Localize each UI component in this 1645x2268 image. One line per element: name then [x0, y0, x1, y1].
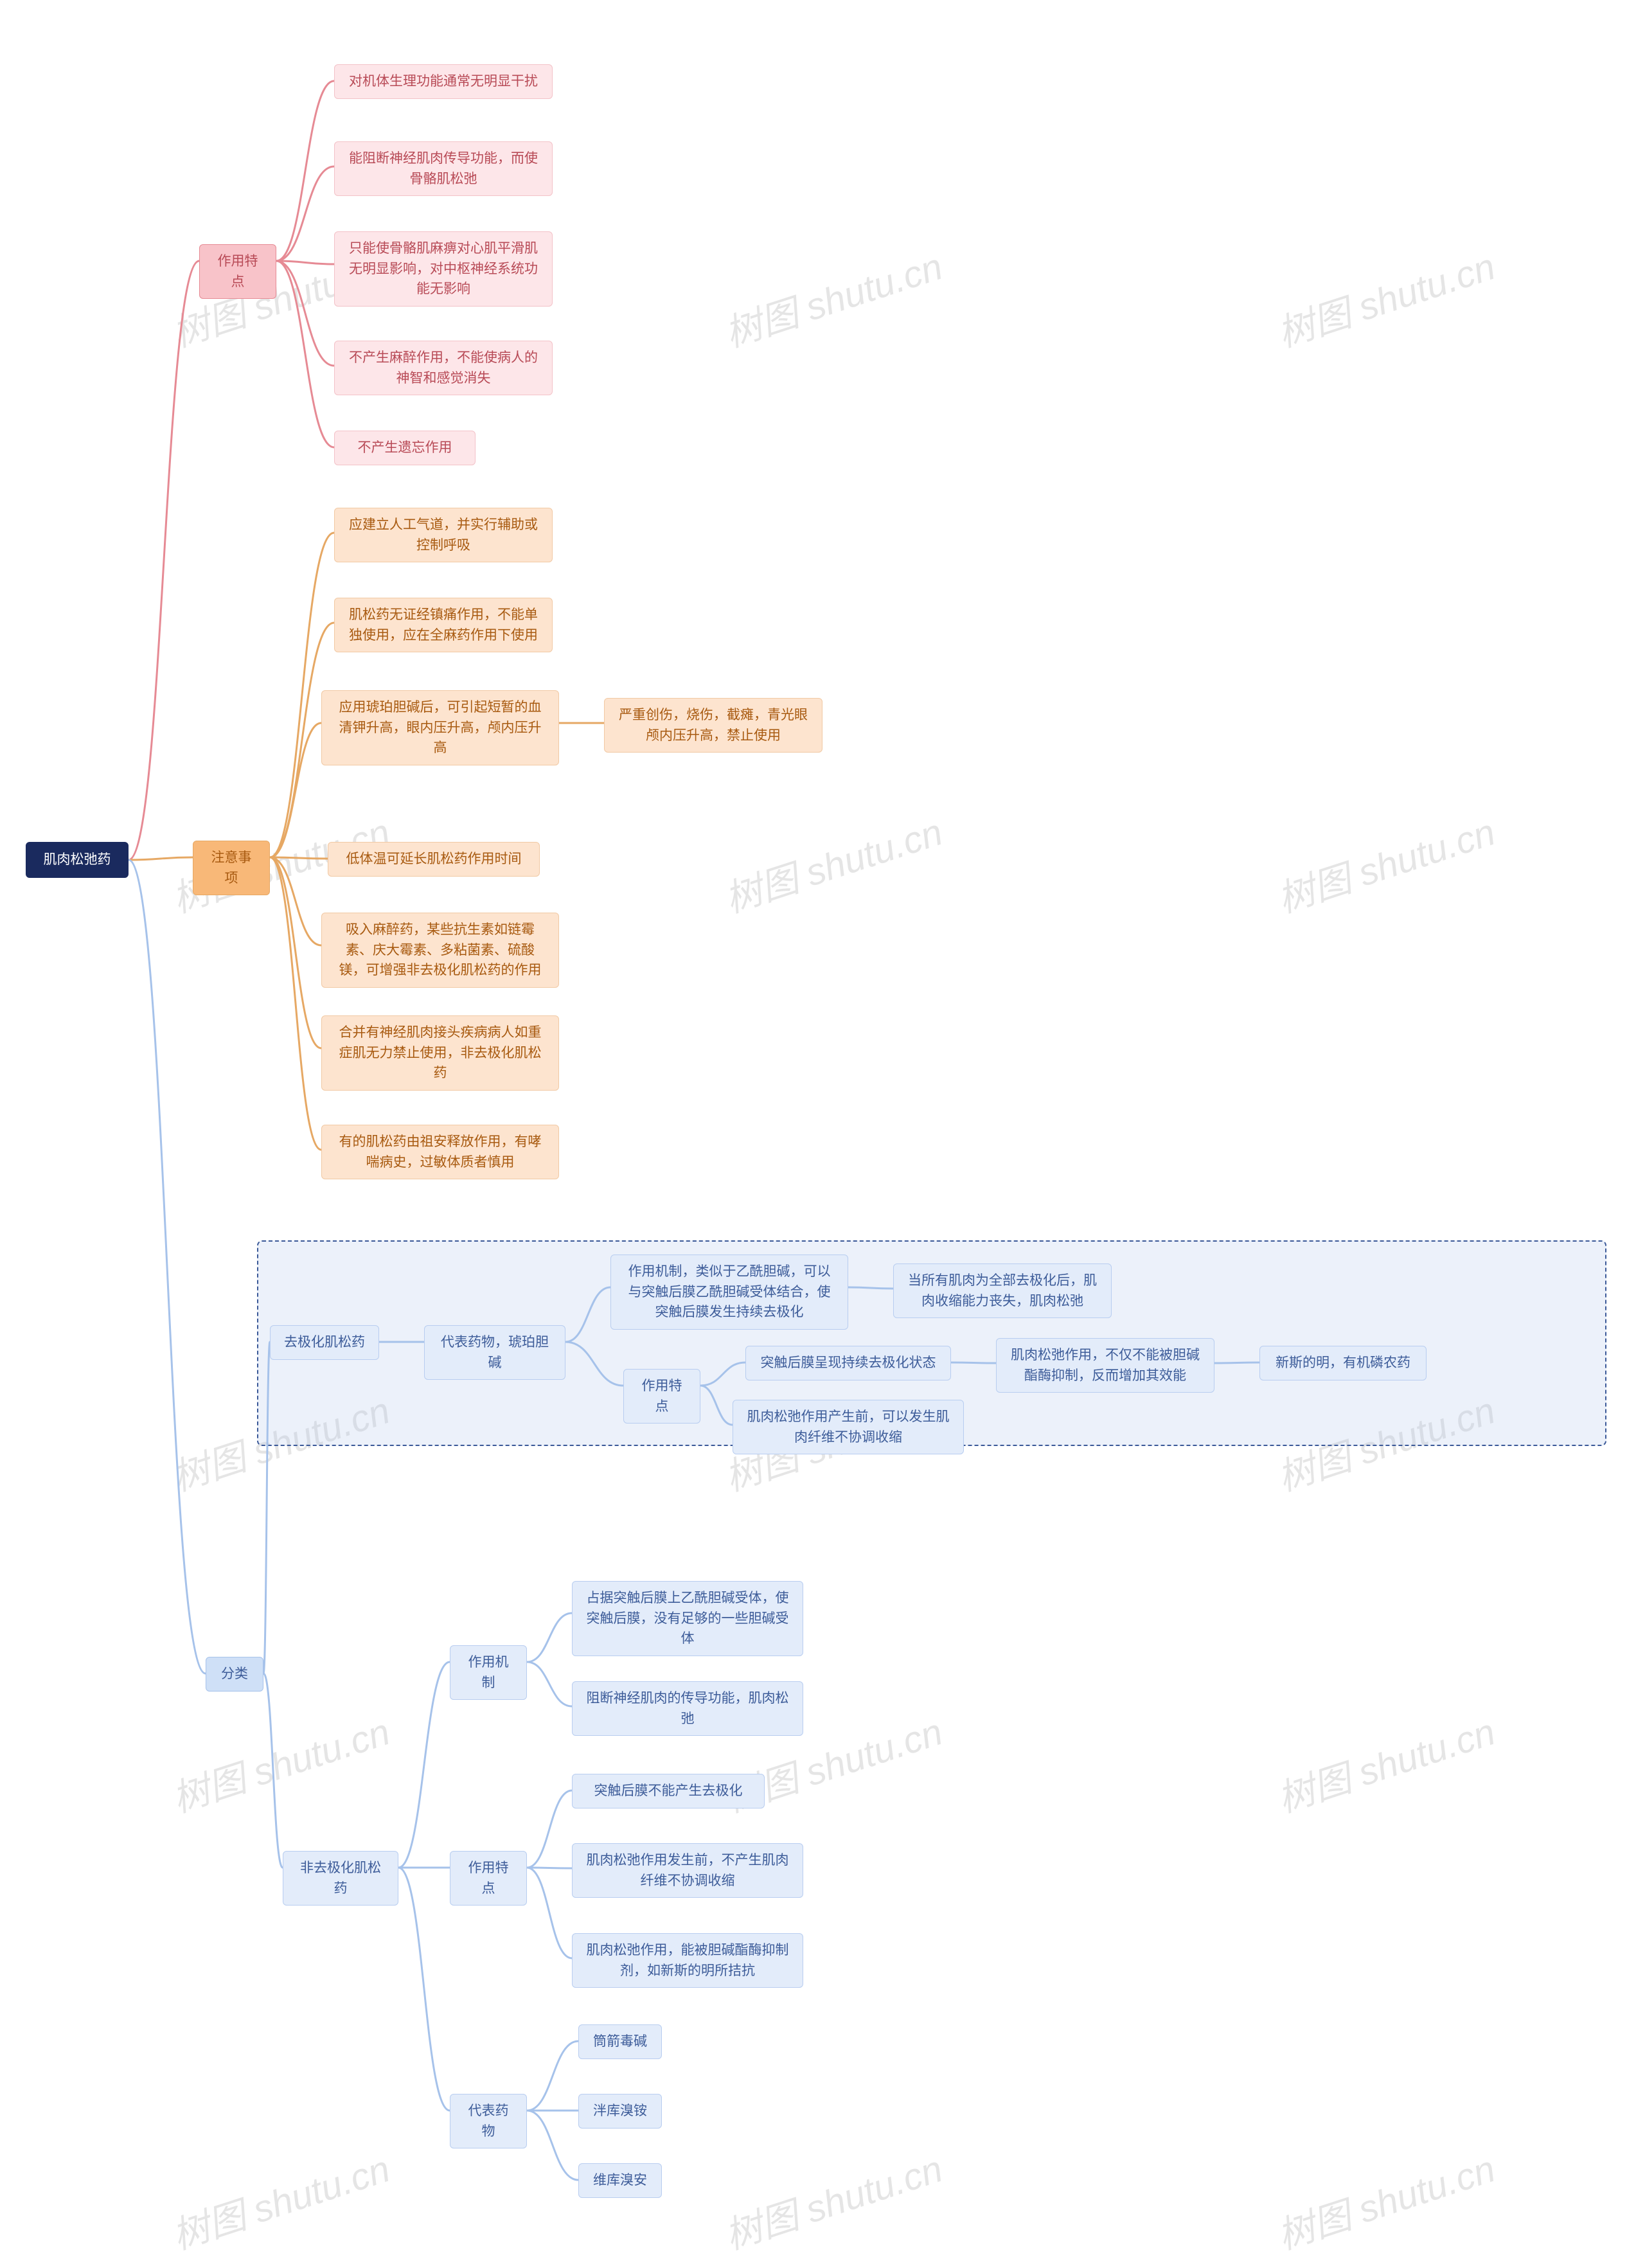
connector	[276, 261, 334, 366]
connector	[527, 1790, 572, 1868]
mindmap-node-b2c3[interactable]: 应用琥珀胆碱后，可引起短暂的血清钾升高，眼内压升高，颅内压升高	[321, 690, 559, 765]
connector	[276, 261, 334, 264]
mindmap-node-b3c2f3[interactable]: 肌肉松弛作用，能被胆碱酯酶抑制剂，如新斯的明所拮抗	[572, 1933, 803, 1988]
mindmap-node-b2c4[interactable]: 低体温可延长肌松药作用时间	[328, 842, 540, 877]
mindmap-canvas: 树图 shutu.cn 树图 shutu.cn 树图 shutu.cn 树图 s…	[0, 0, 1645, 2268]
mindmap-node-b3c2[interactable]: 非去极化肌松药	[283, 1851, 398, 1906]
connector	[527, 2111, 578, 2180]
mindmap-node-b3c2m[interactable]: 作用机制	[450, 1645, 527, 1700]
connector	[129, 860, 206, 1674]
mindmap-node-b3c1d1a[interactable]: 当所有肌肉为全部去极化后，肌肉收缩能力丧失，肌肉松弛	[893, 1263, 1112, 1318]
watermark: 树图 shutu.cn	[164, 1702, 396, 1823]
mindmap-node-b1c2[interactable]: 能阻断神经肌肉传导功能，而使骨骼肌松弛	[334, 141, 553, 196]
watermark: 树图 shutu.cn	[717, 802, 948, 923]
mindmap-node-b3c2d[interactable]: 代表药物	[450, 2094, 527, 2148]
mindmap-node-b3c1d2b[interactable]: 肌肉松弛作用产生前，可以发生肌肉纤维不协调收缩	[733, 1400, 964, 1454]
mindmap-node-b1c5[interactable]: 不产生遗忘作用	[334, 431, 476, 465]
connector	[263, 1674, 283, 1868]
mindmap-node-b3c2f[interactable]: 作用特点	[450, 1851, 527, 1906]
connectors-svg	[0, 0, 1645, 2268]
connector	[398, 1868, 450, 2111]
mindmap-node-root[interactable]: 肌肉松弛药	[26, 842, 129, 878]
watermark: 树图 shutu.cn	[1270, 802, 1501, 923]
mindmap-node-b3c2m2[interactable]: 阻断神经肌肉的传导功能，肌肉松弛	[572, 1681, 803, 1736]
mindmap-node-b3c1d2a1[interactable]: 肌肉松弛作用，不仅不能被胆碱酯酶抑制，反而增加其效能	[996, 1338, 1214, 1393]
connector	[527, 1868, 572, 1958]
mindmap-node-b3c1d2a1a[interactable]: 新斯的明，有机磷农药	[1259, 1346, 1427, 1380]
mindmap-node-b2c1[interactable]: 应建立人工气道，并实行辅助或控制呼吸	[334, 508, 553, 562]
mindmap-node-b1[interactable]: 作用特点	[199, 244, 276, 299]
mindmap-node-b2[interactable]: 注意事项	[193, 841, 270, 895]
connector	[398, 1662, 450, 1868]
mindmap-node-b3c1d2[interactable]: 作用特点	[623, 1369, 700, 1424]
connector	[527, 2041, 578, 2111]
connector	[270, 857, 321, 1048]
watermark: 树图 shutu.cn	[1270, 237, 1501, 357]
mindmap-node-b3c2f2[interactable]: 肌肉松弛作用发生前，不产生肌肉纤维不协调收缩	[572, 1843, 803, 1898]
watermark: 树图 shutu.cn	[1270, 1702, 1501, 1823]
mindmap-node-b3c1d[interactable]: 代表药物，琥珀胆碱	[424, 1325, 565, 1380]
connector	[276, 261, 334, 447]
mindmap-node-b3c2m1[interactable]: 占据突触后膜上乙酰胆碱受体，使突触后膜，没有足够的一些胆碱受体	[572, 1581, 803, 1656]
mindmap-node-b3c2d3[interactable]: 维库溴安	[578, 2163, 662, 2198]
mindmap-node-b3c1d2a[interactable]: 突触后膜呈现持续去极化状态	[745, 1346, 951, 1380]
connector	[270, 723, 321, 857]
connector	[270, 857, 321, 945]
connector	[276, 81, 334, 261]
mindmap-node-b2c5[interactable]: 吸入麻醉药，某些抗生素如链霉素、庆大霉素、多粘菌素、硫酸镁，可增强非去极化肌松药…	[321, 913, 559, 988]
mindmap-node-b3c1d1[interactable]: 作用机制，类似于乙酰胆碱，可以与突触后膜乙酰胆碱受体结合，使突触后膜发生持续去极…	[610, 1255, 848, 1330]
connector	[527, 1613, 572, 1662]
connector	[276, 166, 334, 261]
connector	[129, 857, 193, 860]
mindmap-node-b1c1[interactable]: 对机体生理功能通常无明显干扰	[334, 64, 553, 99]
watermark: 树图 shutu.cn	[164, 2139, 396, 2260]
mindmap-node-b1c3[interactable]: 只能使骨骼肌麻痹对心肌平滑肌无明显影响，对中枢神经系统功能无影响	[334, 231, 553, 307]
mindmap-node-b2c7[interactable]: 有的肌松药由祖安释放作用，有哮喘病史，过敏体质者慎用	[321, 1125, 559, 1179]
mindmap-node-b3c2f1[interactable]: 突触后膜不能产生去极化	[572, 1774, 765, 1808]
mindmap-node-b3c2d2[interactable]: 泮库溴铵	[578, 2094, 662, 2129]
mindmap-node-b3c1[interactable]: 去极化肌松药	[270, 1325, 379, 1360]
watermark: 树图 shutu.cn	[717, 237, 948, 357]
connector	[129, 261, 199, 860]
mindmap-node-b2c3a[interactable]: 严重创伤，烧伤，截瘫，青光眼颅内压升高，禁止使用	[604, 698, 822, 753]
watermark: 树图 shutu.cn	[1270, 2139, 1501, 2260]
connector	[270, 857, 321, 1150]
connector	[270, 857, 328, 859]
mindmap-node-b3c2d1[interactable]: 筒箭毒碱	[578, 2024, 662, 2059]
mindmap-node-b2c6[interactable]: 合并有神经肌肉接头疾病病人如重症肌无力禁止使用，非去极化肌松药	[321, 1015, 559, 1091]
watermark: 树图 shutu.cn	[717, 2139, 948, 2260]
connector	[527, 1662, 572, 1706]
mindmap-node-b1c4[interactable]: 不产生麻醉作用，不能使病人的神智和感觉消失	[334, 341, 553, 395]
mindmap-node-b2c2[interactable]: 肌松药无证经镇痛作用，不能单独使用，应在全麻药作用下使用	[334, 598, 553, 652]
mindmap-node-b3[interactable]: 分类	[206, 1657, 263, 1692]
